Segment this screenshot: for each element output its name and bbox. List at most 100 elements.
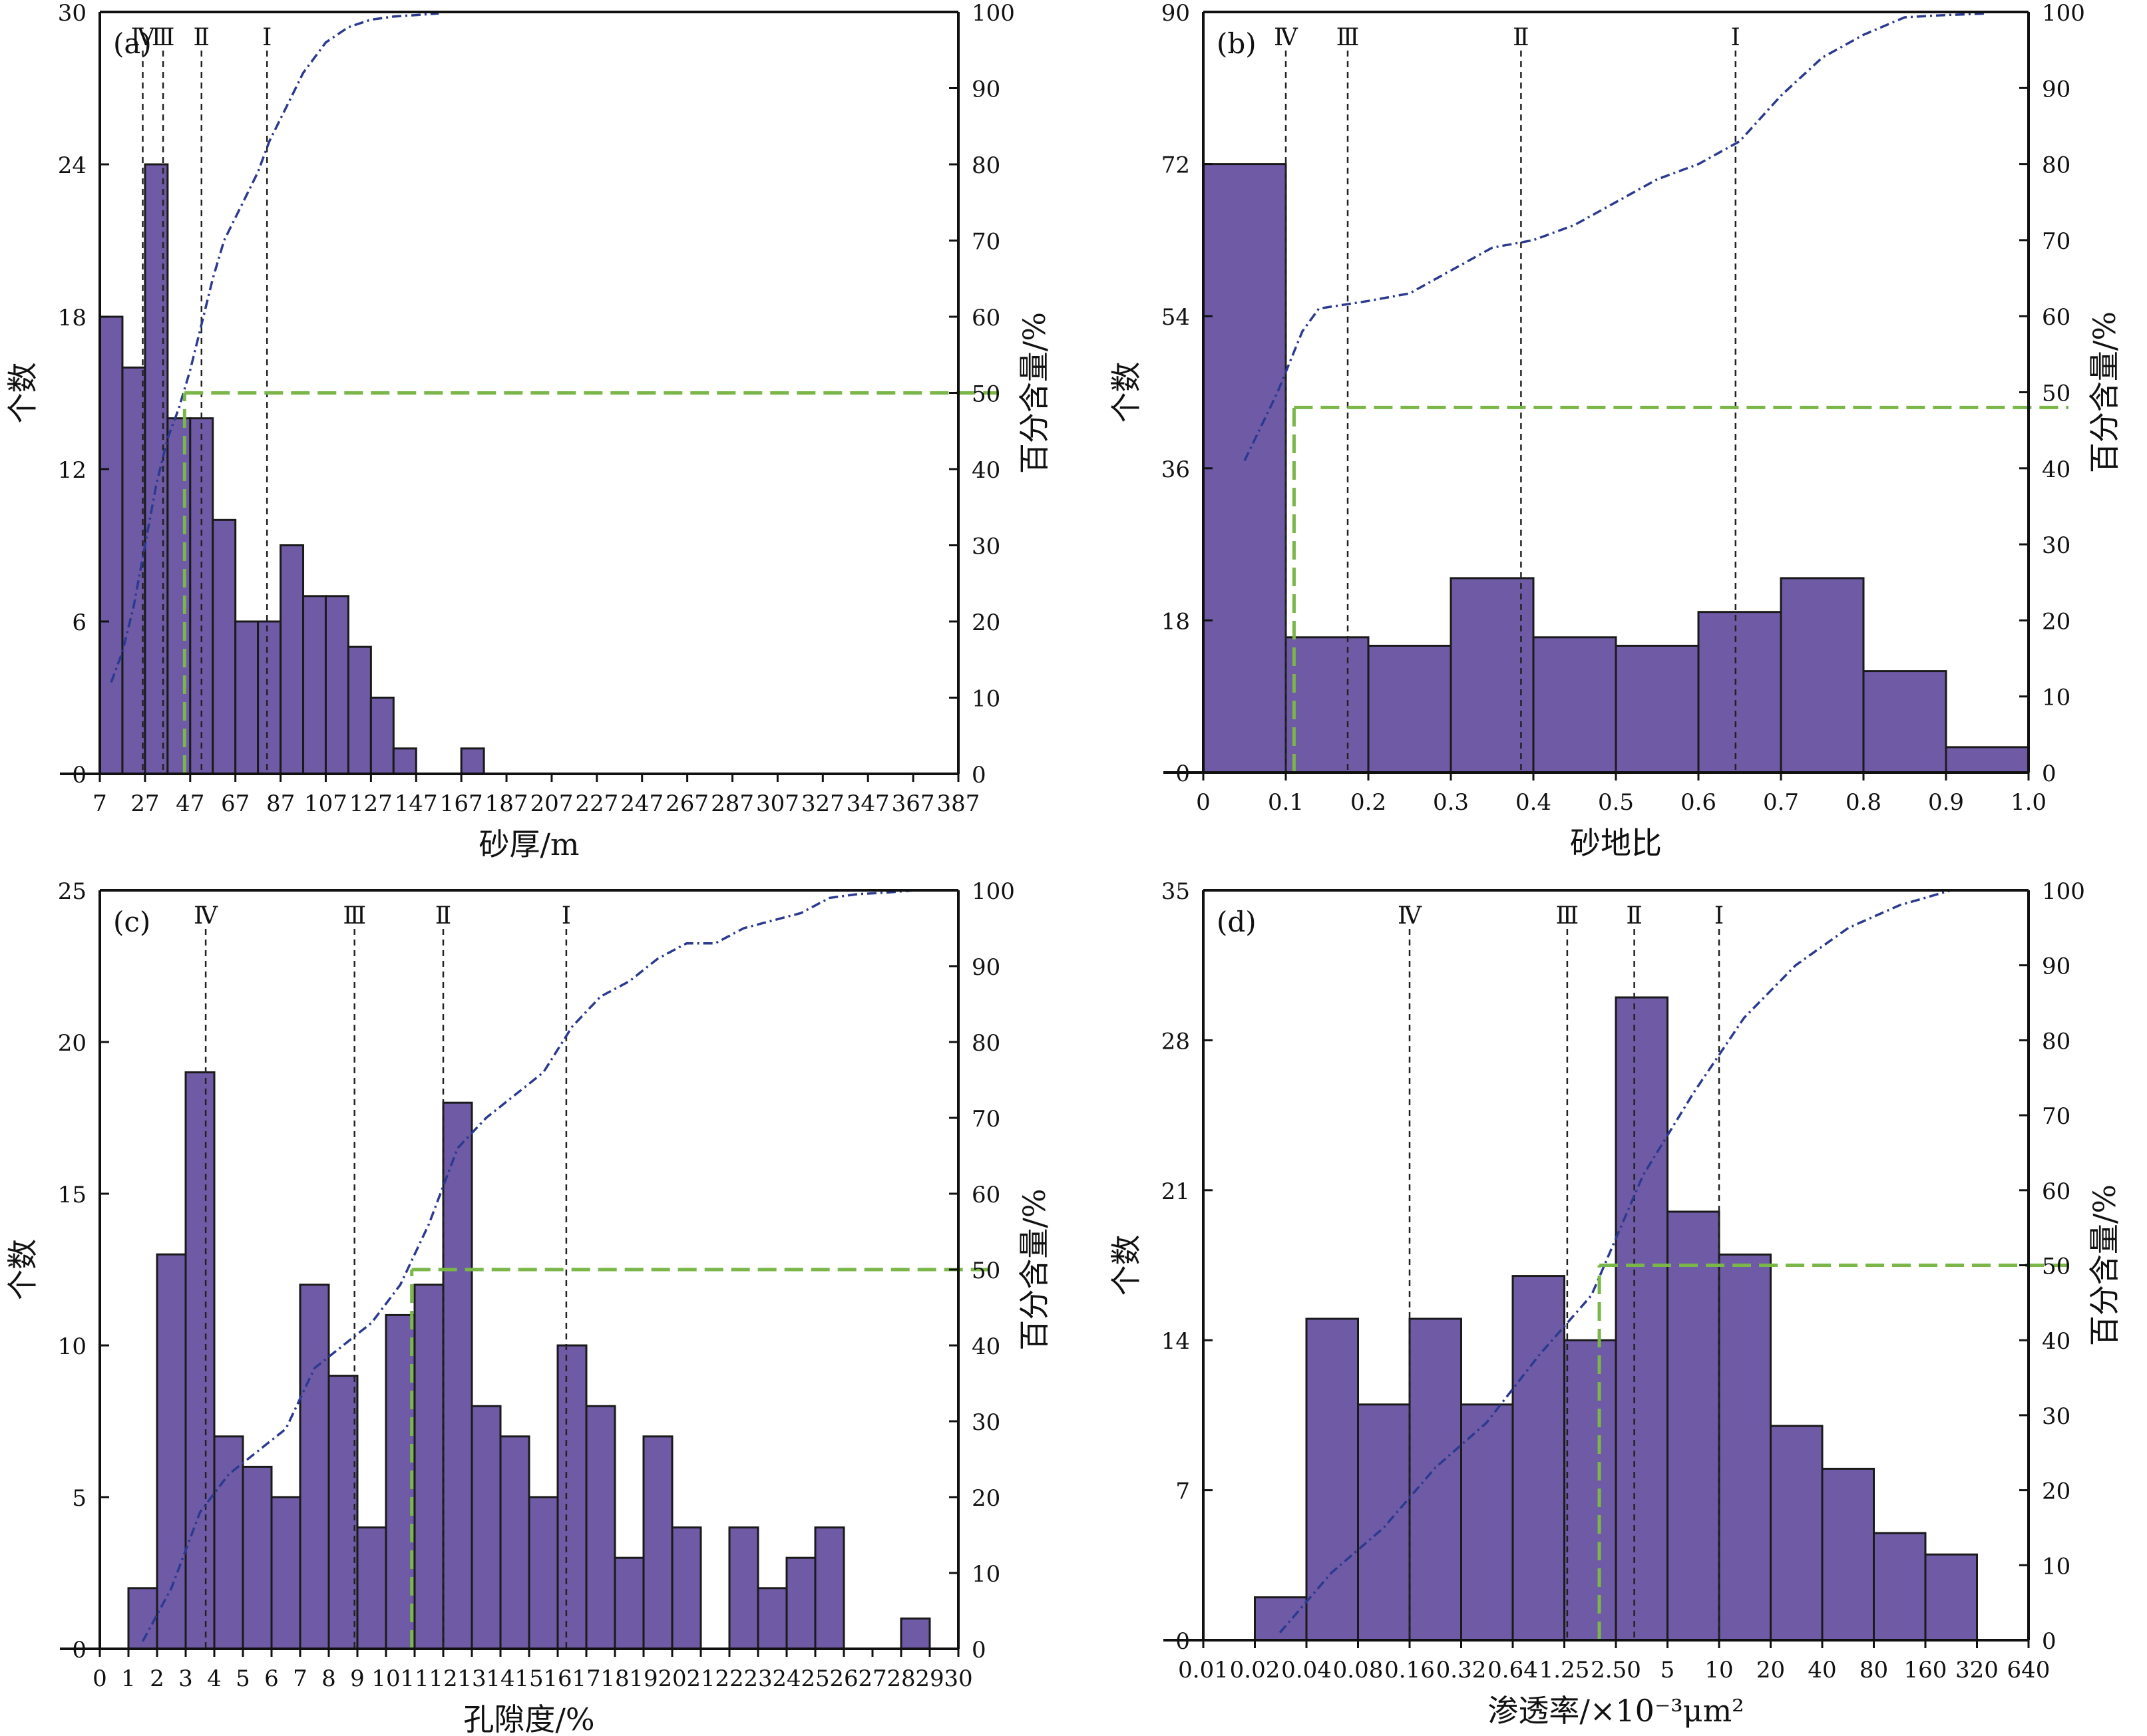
histogram-bar: [213, 1435, 244, 1650]
panel-b: (b) 砂地比 个数 百分含量/% Ⅳ Ⅲ Ⅱ Ⅰ 0 0.1 0.2 0.3 0.4 0.5 0.…: [1108, 0, 2122, 861]
class-boundary-label: Ⅰ: [262, 24, 272, 51]
histogram-bar: [785, 1556, 817, 1650]
histogram-bar: [1873, 1532, 1927, 1642]
histogram-bar: [270, 1496, 301, 1650]
x-tick-label: 147: [395, 790, 438, 817]
histogram-bar: [585, 1405, 616, 1650]
x-tick-label: 2.50: [1591, 1657, 1641, 1683]
y-tick-label: 72: [1161, 152, 1190, 179]
x-tick-label: 8: [321, 1665, 336, 1692]
y-tick-label: 30: [58, 0, 87, 27]
x-tick-label: 7: [93, 790, 107, 817]
histogram-bar: [1254, 1596, 1308, 1642]
histogram-bar: [757, 1587, 788, 1650]
x-tick-label: 0.5: [1598, 789, 1634, 816]
x-tick-label: 6: [264, 1665, 279, 1692]
histogram-bar: [1862, 670, 1947, 774]
x-tick-label: 19: [629, 1665, 658, 1692]
x-tick-label: 18: [600, 1665, 629, 1692]
histogram-bar: [1408, 1317, 1462, 1642]
y-tick-label: 15: [58, 1182, 87, 1208]
x-axis-title: 渗透率/×10⁻³μm²: [1487, 1693, 1744, 1729]
y-tick-label: 14: [1161, 1328, 1190, 1355]
y2-tick-label: 30: [972, 534, 1000, 560]
histogram-bar: [347, 645, 372, 775]
x-tick-label: 247: [620, 790, 664, 817]
x-tick-label: 25: [801, 1665, 829, 1692]
y2-axis-title: 百分含量/%: [2086, 1184, 2122, 1346]
y2-tick-label: 30: [2042, 1403, 2070, 1430]
histogram-bar: [369, 697, 395, 775]
histogram-bar: [528, 1496, 559, 1650]
histogram-bar: [324, 595, 349, 775]
y-tick-label: 20: [58, 1030, 87, 1057]
x-tick-label: 5: [236, 1665, 250, 1692]
y2-tick-label: 90: [972, 954, 1000, 981]
y2-tick-label: 90: [972, 77, 1000, 103]
histogram-bar: [280, 544, 305, 775]
x-tick-label: 3: [178, 1665, 193, 1692]
histogram-bar: [184, 1071, 216, 1650]
y2-tick-label: 30: [972, 1409, 1000, 1436]
histogram-bar: [1945, 746, 2030, 774]
histogram-bar: [1284, 636, 1370, 774]
panel-d: (d) 渗透率/×10⁻³μm² 个数 百分含量/% Ⅳ Ⅲ Ⅱ Ⅰ0.01 0.02 0…: [1108, 878, 2122, 1729]
cumulative-curve: [1243, 12, 1988, 462]
class-boundary-label: Ⅲ: [343, 902, 366, 930]
x-tick-label: 5: [1660, 1657, 1675, 1683]
histogram-bar: [98, 315, 124, 775]
histogram-bar: [1666, 1210, 1720, 1642]
y2-tick-label: 30: [2042, 532, 2070, 559]
y2-tick-label: 20: [2042, 1478, 2070, 1505]
x-tick-label: 23: [743, 1665, 772, 1692]
histogram-bar: [1924, 1553, 1978, 1642]
histogram-bar: [1511, 1275, 1565, 1642]
y2-tick-label: 20: [2042, 608, 2070, 635]
y-tick-label: 0: [1175, 761, 1190, 787]
histogram-bar: [471, 1405, 502, 1650]
class-boundary-label: Ⅳ: [1398, 902, 1422, 930]
histogram-bar: [1615, 645, 1700, 774]
x-tick-label: 160: [1904, 1657, 1947, 1683]
x-tick-label: 14: [486, 1665, 514, 1692]
class-boundary-label: Ⅳ: [1274, 24, 1298, 51]
x-tick-label: 87: [266, 790, 295, 817]
x-tick-label: 15: [514, 1665, 543, 1692]
y2-tick-label: 90: [2042, 954, 2070, 980]
histogram-bar: [166, 417, 192, 775]
y2-tick-label: 70: [2042, 1103, 2070, 1130]
x-tick-label: 107: [304, 790, 347, 817]
y2-tick-label: 80: [972, 1030, 1000, 1057]
y-tick-label: 5: [72, 1485, 87, 1512]
y2-tick-label: 10: [972, 1561, 1000, 1588]
y-axis-title: 个数: [1108, 1235, 1144, 1296]
y2-tick-label: 0: [972, 1637, 986, 1663]
x-tick-label: 0.02: [1230, 1657, 1280, 1683]
class-boundary-label: Ⅲ: [1556, 902, 1579, 930]
y2-tick-label: 20: [972, 609, 1000, 636]
histogram-bar: [1780, 577, 1865, 774]
x-tick-label: 47: [176, 790, 204, 817]
x-tick-label: 227: [575, 790, 618, 817]
y-tick-label: 24: [58, 152, 87, 179]
histogram-bar: [1821, 1467, 1875, 1642]
y-tick-label: 36: [1161, 456, 1190, 483]
histogram-bar: [1460, 1403, 1514, 1642]
class-boundary-label: Ⅰ: [1731, 24, 1740, 51]
histogram-bar: [1202, 163, 1287, 774]
y2-tick-label: 50: [2042, 381, 2070, 407]
y-tick-label: 6: [72, 609, 87, 636]
y-tick-label: 28: [1161, 1028, 1190, 1055]
histogram-bar: [1697, 611, 1782, 774]
y-axis-title: 个数: [5, 1239, 41, 1300]
histogram-bar: [1770, 1425, 1824, 1642]
x-tick-label: 13: [457, 1665, 486, 1692]
x-tick-label: 307: [756, 790, 799, 817]
x-tick-label: 26: [829, 1665, 858, 1692]
y-tick-label: 10: [58, 1333, 87, 1360]
y2-tick-label: 20: [972, 1485, 1000, 1512]
histogram-bar: [499, 1435, 530, 1650]
x-tick-label: 9: [350, 1665, 365, 1692]
